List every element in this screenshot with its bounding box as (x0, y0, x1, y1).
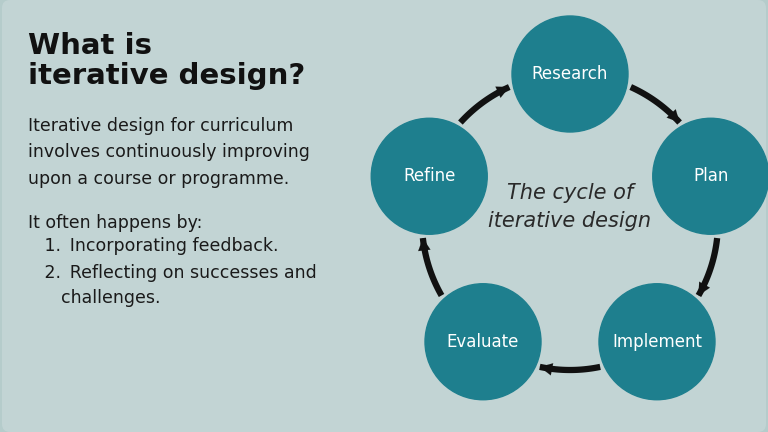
Text: 1. Incorporating feedback.: 1. Incorporating feedback. (28, 237, 279, 255)
Text: Evaluate: Evaluate (447, 333, 519, 351)
Circle shape (371, 118, 487, 234)
Circle shape (599, 284, 715, 400)
Circle shape (653, 118, 768, 234)
Text: 2. Reflecting on successes and
      challenges.: 2. Reflecting on successes and challenge… (28, 264, 316, 307)
Text: Refine: Refine (403, 167, 455, 185)
Circle shape (425, 284, 541, 400)
Text: iterative design?: iterative design? (28, 62, 305, 90)
Text: What is: What is (28, 32, 152, 60)
Circle shape (512, 16, 628, 132)
Text: Implement: Implement (612, 333, 702, 351)
Text: It often happens by:: It often happens by: (28, 214, 203, 232)
Text: Research: Research (531, 65, 608, 83)
Text: Iterative design for curriculum
involves continuously improving
upon a course or: Iterative design for curriculum involves… (28, 117, 310, 188)
Text: The cycle of
iterative design: The cycle of iterative design (488, 183, 651, 231)
Text: Plan: Plan (693, 167, 728, 185)
